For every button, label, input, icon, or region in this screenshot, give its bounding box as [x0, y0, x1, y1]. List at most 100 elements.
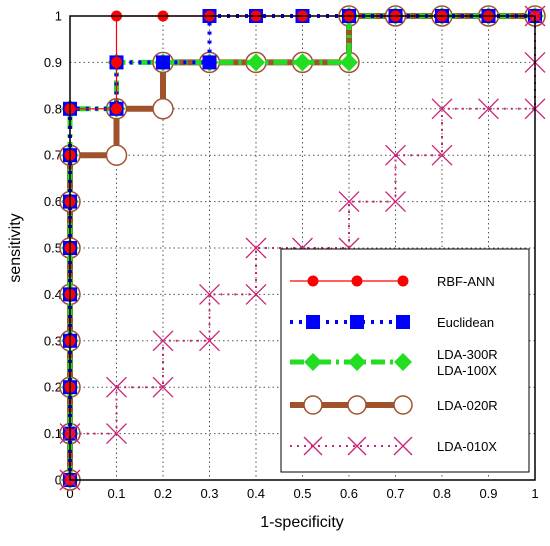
x-marker [303, 436, 323, 456]
x-marker-stroke [385, 191, 406, 213]
x-marker [385, 191, 406, 213]
circle-marker [397, 275, 409, 287]
legend-label-line: LDA-300R [437, 347, 498, 362]
square-marker [156, 55, 170, 70]
circle-marker [111, 56, 122, 68]
legend-item: Euclidean [290, 315, 494, 330]
x-tick-label: 0.7 [386, 486, 404, 501]
y-axis-label: sensitivity [7, 213, 24, 282]
x-marker-stroke [338, 191, 360, 213]
legend-item: LDA-020R [290, 395, 498, 415]
x-marker-stroke [478, 98, 499, 120]
legend-label: LDA-010X [437, 439, 497, 454]
series-line [69, 16, 536, 480]
legend-label-line: LDA-100X [437, 363, 497, 378]
x-marker [199, 283, 220, 305]
square-marker [350, 315, 364, 329]
x-axis-label: 1-specificity [260, 514, 344, 531]
x-marker [245, 283, 267, 305]
x-marker-stroke [347, 436, 367, 456]
y-tick-label: 0.4 [44, 287, 62, 302]
x-tick-label: 0.9 [479, 486, 497, 501]
legend-item: LDA-010X [290, 436, 497, 456]
open-circle-marker [347, 395, 367, 415]
diamond-marker [348, 353, 366, 371]
x-marker [431, 144, 453, 166]
open-circle-marker [152, 98, 174, 120]
x-tick-label: 0.2 [154, 486, 172, 501]
x-tick-label: 0.6 [340, 486, 358, 501]
legend-label: LDA-020R [437, 398, 498, 413]
open-circle-marker [393, 395, 413, 415]
x-marker [347, 436, 367, 456]
x-tick-label: 0.8 [433, 486, 451, 501]
x-marker [338, 191, 360, 213]
y-tick-label: 0.7 [44, 148, 62, 163]
x-marker-stroke [199, 283, 220, 305]
circle-marker [307, 275, 319, 287]
y-tick-label: 0.2 [44, 380, 62, 395]
circle-marker [111, 103, 122, 115]
plot-frame [69, 15, 536, 481]
open-circle-marker [303, 395, 323, 415]
square-marker [306, 315, 320, 329]
legend-label: RBF-ANN [437, 274, 495, 289]
legend-item: RBF-ANN [290, 274, 495, 289]
legend-label-line: LDA-020R [437, 398, 498, 413]
legend-label-line: LDA-010X [437, 439, 497, 454]
square-marker [202, 55, 217, 70]
diamond-marker [247, 53, 265, 72]
legend-item: LDA-300R LDA-100X [290, 347, 498, 378]
y-tick-label: 1 [55, 9, 62, 24]
x-marker [245, 237, 267, 259]
x-marker [478, 98, 499, 120]
x-marker [152, 376, 174, 398]
diamond-marker [304, 353, 322, 371]
x-tick-label: 0.4 [247, 486, 265, 501]
x-marker-stroke [385, 144, 406, 166]
x-marker-stroke [152, 330, 174, 352]
x-tick-label: 0.3 [200, 486, 218, 501]
x-marker [199, 330, 220, 352]
y-tick-label: 0.3 [44, 333, 62, 348]
x-marker-stroke [245, 283, 267, 305]
y-tick-label: 0.5 [44, 241, 62, 256]
y-tick-label: 0.6 [44, 194, 62, 209]
x-tick-label: 0.1 [107, 486, 125, 501]
y-tick-label: 0.1 [44, 426, 62, 441]
legend-label: Euclidean [437, 315, 494, 330]
x-tick-label: 1 [531, 486, 538, 501]
x-tick-label: 0.5 [293, 486, 311, 501]
x-marker-stroke [106, 423, 127, 445]
x-marker [385, 144, 406, 166]
x-marker-stroke [431, 144, 453, 166]
diamond-marker [394, 353, 412, 371]
x-marker-stroke [106, 376, 127, 398]
x-marker [431, 98, 453, 120]
legend: RBF-ANN Euclidean LDA-300R LDA-100X LDA-020R… [280, 248, 530, 473]
legend-label-line: RBF-ANN [437, 274, 495, 289]
diamond-marker [293, 53, 312, 72]
x-marker [106, 423, 127, 445]
y-tick-label: 0.8 [44, 101, 62, 116]
x-marker-stroke [431, 98, 453, 120]
tick-labels: 0 0.1 0.2 0.3 0.4 0.5 0.6 0.7 0.8 0.9 1 0 0.1 0.2 0.3 0… [44, 9, 539, 502]
x-marker [152, 330, 174, 352]
x-marker-stroke [393, 436, 413, 456]
x-marker-stroke [303, 436, 323, 456]
open-circle-marker [105, 144, 128, 166]
circle-marker [351, 275, 363, 287]
legend-label-line: Euclidean [437, 315, 494, 330]
diamond-marker [340, 53, 358, 72]
series-lda-010x [59, 5, 546, 491]
x-marker [106, 376, 127, 398]
y-tick-label: 0.9 [44, 55, 62, 70]
x-marker-stroke [152, 376, 174, 398]
square-marker [396, 315, 410, 329]
x-marker [393, 436, 413, 456]
x-marker-stroke [245, 237, 267, 259]
x-tick-label: 0 [66, 486, 73, 501]
y-tick-label: 0 [55, 473, 62, 488]
x-marker-stroke [199, 330, 220, 352]
